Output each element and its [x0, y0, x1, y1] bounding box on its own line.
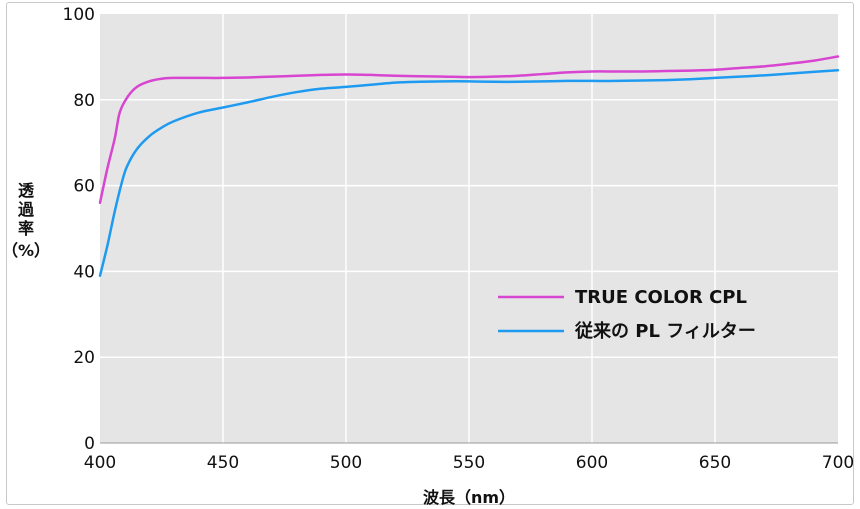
y-axis-label: 透過率 （%）	[2, 181, 50, 260]
y-tick-label: 60	[73, 177, 95, 197]
series-line	[98, 55, 840, 205]
y-tick-label: 100	[63, 5, 95, 25]
x-tick-label: 600	[576, 453, 608, 473]
x-axis-ticks: 400 450 500 550 600 650 700	[84, 453, 854, 473]
y-tick-label: 40	[73, 262, 95, 282]
y-tick-label: 80	[73, 91, 95, 111]
x-axis-label: 波長（nm）	[423, 488, 515, 507]
y-axis-label-line: 透	[18, 181, 35, 200]
x-tick-label: 700	[822, 453, 854, 473]
y-axis-label-line: 率	[18, 219, 34, 238]
x-tick-label: 650	[699, 453, 731, 473]
y-tick-label: 20	[73, 348, 95, 368]
x-tick-label: 450	[207, 453, 239, 473]
y-axis-label-line: 過	[17, 200, 35, 219]
gridlines	[100, 14, 838, 444]
chart-frame	[6, 2, 854, 505]
x-tick-label: 550	[453, 453, 485, 473]
legend: TRUE COLOR CPL 従来の PL フィルター	[498, 287, 756, 342]
series-line	[98, 68, 840, 277]
legend-label: 従来の PL フィルター	[574, 320, 756, 342]
y-tick-label: 0	[84, 434, 95, 454]
x-tick-label: 400	[84, 453, 116, 473]
y-axis-ticks: 0 20 40 60 80 100	[63, 5, 95, 454]
legend-label: TRUE COLOR CPL	[575, 287, 747, 308]
series-lines	[98, 55, 840, 277]
y-axis-label-line: （%）	[2, 241, 50, 260]
x-tick-label: 500	[330, 453, 362, 473]
